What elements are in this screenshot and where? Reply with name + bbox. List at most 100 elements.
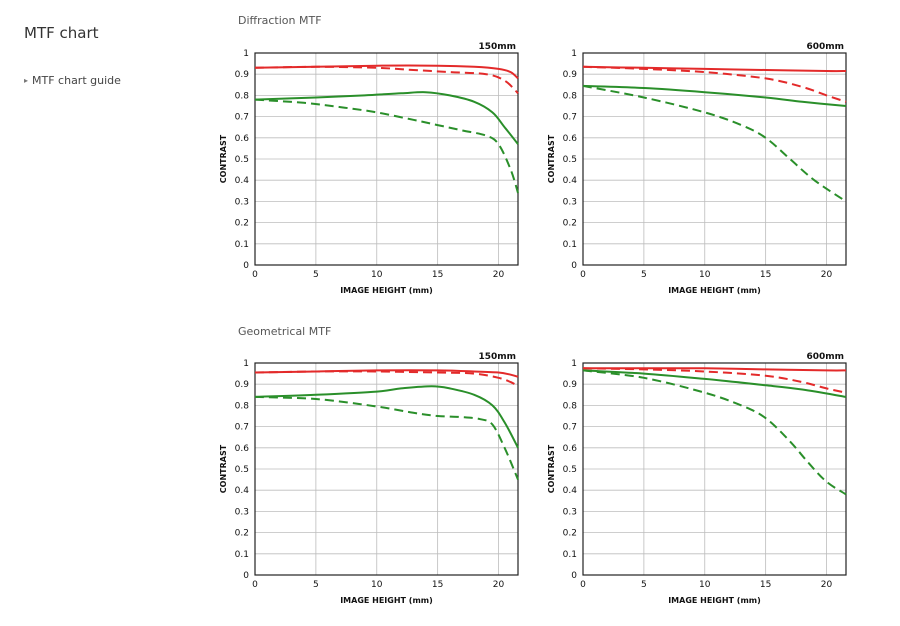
nav-link-label: MTF chart guide xyxy=(32,74,121,87)
y-tick-label: 0.2 xyxy=(235,529,249,539)
y-tick-label: 0.3 xyxy=(563,507,577,517)
x-tick-label: 15 xyxy=(760,270,771,280)
section-title-geometrical: Geometrical MTF xyxy=(238,325,332,338)
series-line-green-dashed xyxy=(582,369,847,496)
y-tick-label: 0 xyxy=(571,571,577,581)
x-tick-label: 15 xyxy=(432,270,443,280)
y-tick-label: 0.7 xyxy=(235,423,249,433)
y-tick-label: 0.5 xyxy=(563,155,577,165)
y-tick-label: 1 xyxy=(571,359,577,369)
y-axis-label: CONTRAST xyxy=(547,444,556,493)
x-tick-label: 0 xyxy=(252,580,258,590)
y-axis-label: CONTRAST xyxy=(547,134,556,183)
x-tick-label: 5 xyxy=(641,270,647,280)
chart-geometrical-150mm: 00.10.20.30.40.50.60.70.80.910 5 10 15 20IMA… xyxy=(219,352,519,605)
y-tick-label: 0 xyxy=(571,261,577,271)
y-tick-label: 0.4 xyxy=(563,486,578,496)
y-tick-label: 0.1 xyxy=(235,240,249,250)
y-tick-label: 1 xyxy=(243,49,249,59)
x-tick-label: 5 xyxy=(313,270,319,280)
y-tick-label: 0.3 xyxy=(563,197,577,207)
y-tick-label: 0.2 xyxy=(235,219,249,229)
chevron-right-icon: ▸ xyxy=(24,76,29,85)
plot-frame xyxy=(582,362,847,576)
x-tick-label: 15 xyxy=(432,580,443,590)
y-tick-label: 0.7 xyxy=(563,423,577,433)
chart-diffraction-600mm: 00.10.20.30.40.50.60.70.80.910 5 10 15 20IMA… xyxy=(547,42,847,295)
x-tick-label: 10 xyxy=(699,270,711,280)
series-line-green-dashed xyxy=(254,395,519,480)
x-tick-label: 0 xyxy=(580,580,586,590)
x-tick-label: 20 xyxy=(493,270,505,280)
x-tick-label: 20 xyxy=(493,580,505,590)
series-line-red-solid xyxy=(254,64,519,80)
x-tick-label: 20 xyxy=(821,270,833,280)
series-line-red-solid xyxy=(583,367,847,372)
focal-length-label: 600mm xyxy=(806,42,844,52)
x-tick-label: 0 xyxy=(252,270,258,280)
y-tick-label: 0.5 xyxy=(563,465,577,475)
y-tick-label: 0.2 xyxy=(563,219,577,229)
y-tick-label: 0.8 xyxy=(235,401,250,411)
y-tick-label: 0.9 xyxy=(235,380,250,390)
x-tick-label: 20 xyxy=(821,580,833,590)
series-line-red-dashed xyxy=(254,65,519,95)
y-tick-label: 0.8 xyxy=(563,91,578,101)
chart-diffraction-150mm: 00.10.20.30.40.50.60.70.80.910 5 10 15 20IMA… xyxy=(219,42,519,295)
series-line-red-dashed xyxy=(254,370,519,388)
series-line-green-solid xyxy=(582,369,847,398)
series-line-green-solid xyxy=(254,385,519,449)
y-tick-label: 0.5 xyxy=(235,465,249,475)
y-tick-label: 0.3 xyxy=(235,507,249,517)
page-title: MTF chart xyxy=(24,24,99,42)
x-axis-label: IMAGE HEIGHT (mm) xyxy=(340,286,433,295)
y-tick-label: 0.4 xyxy=(235,176,250,186)
y-tick-label: 0.6 xyxy=(235,134,250,144)
focal-length-label: 150mm xyxy=(478,352,516,362)
x-tick-label: 5 xyxy=(313,580,319,590)
y-tick-label: 0.9 xyxy=(563,70,578,80)
y-tick-label: 0.6 xyxy=(563,134,578,144)
section-title-diffraction: Diffraction MTF xyxy=(238,14,322,27)
y-tick-label: 0.4 xyxy=(563,176,578,186)
plot-frame xyxy=(582,52,847,266)
series-line-red-dashed xyxy=(582,367,847,394)
y-tick-label: 0.1 xyxy=(563,240,577,250)
y-tick-label: 0.1 xyxy=(235,550,249,560)
x-tick-label: 15 xyxy=(760,580,771,590)
x-axis-label: IMAGE HEIGHT (mm) xyxy=(668,596,761,605)
y-tick-label: 0 xyxy=(243,261,249,271)
x-tick-label: 10 xyxy=(699,580,711,590)
y-tick-label: 0.7 xyxy=(235,113,249,123)
y-tick-label: 0.4 xyxy=(235,486,250,496)
y-tick-label: 0 xyxy=(243,571,249,581)
y-axis-label: CONTRAST xyxy=(219,444,228,493)
x-tick-label: 10 xyxy=(371,580,383,590)
y-tick-label: 0.2 xyxy=(563,529,577,539)
chart-geometrical-600mm: 00.10.20.30.40.50.60.70.80.910 5 10 15 20IMA… xyxy=(547,352,847,605)
nav-link-mtf-chart-guide[interactable]: ▸ MTF chart guide xyxy=(24,74,121,87)
y-tick-label: 0.6 xyxy=(235,444,250,454)
y-tick-label: 0.9 xyxy=(235,70,250,80)
x-axis-label: IMAGE HEIGHT (mm) xyxy=(340,596,433,605)
series-line-red-solid xyxy=(582,65,847,73)
y-tick-label: 0.8 xyxy=(235,91,250,101)
series-line-red-dashed xyxy=(582,65,847,103)
series-line-green-dashed xyxy=(582,84,847,203)
series-line-red-solid xyxy=(254,369,519,378)
y-tick-label: 0.9 xyxy=(563,380,578,390)
y-tick-label: 0.5 xyxy=(235,155,249,165)
x-axis-label: IMAGE HEIGHT (mm) xyxy=(668,286,761,295)
y-tick-label: 0.7 xyxy=(563,113,577,123)
y-tick-label: 1 xyxy=(571,49,577,59)
y-tick-label: 1 xyxy=(243,359,249,369)
series-line-green-solid xyxy=(582,84,847,107)
x-tick-label: 0 xyxy=(580,270,586,280)
focal-length-label: 600mm xyxy=(806,352,844,362)
plot-frame xyxy=(254,52,519,266)
y-axis-label: CONTRAST xyxy=(219,134,228,183)
series-line-green-dashed xyxy=(254,98,519,194)
y-tick-label: 0.6 xyxy=(563,444,578,454)
focal-length-label: 150mm xyxy=(478,42,516,52)
series-line-green-solid xyxy=(254,91,519,145)
